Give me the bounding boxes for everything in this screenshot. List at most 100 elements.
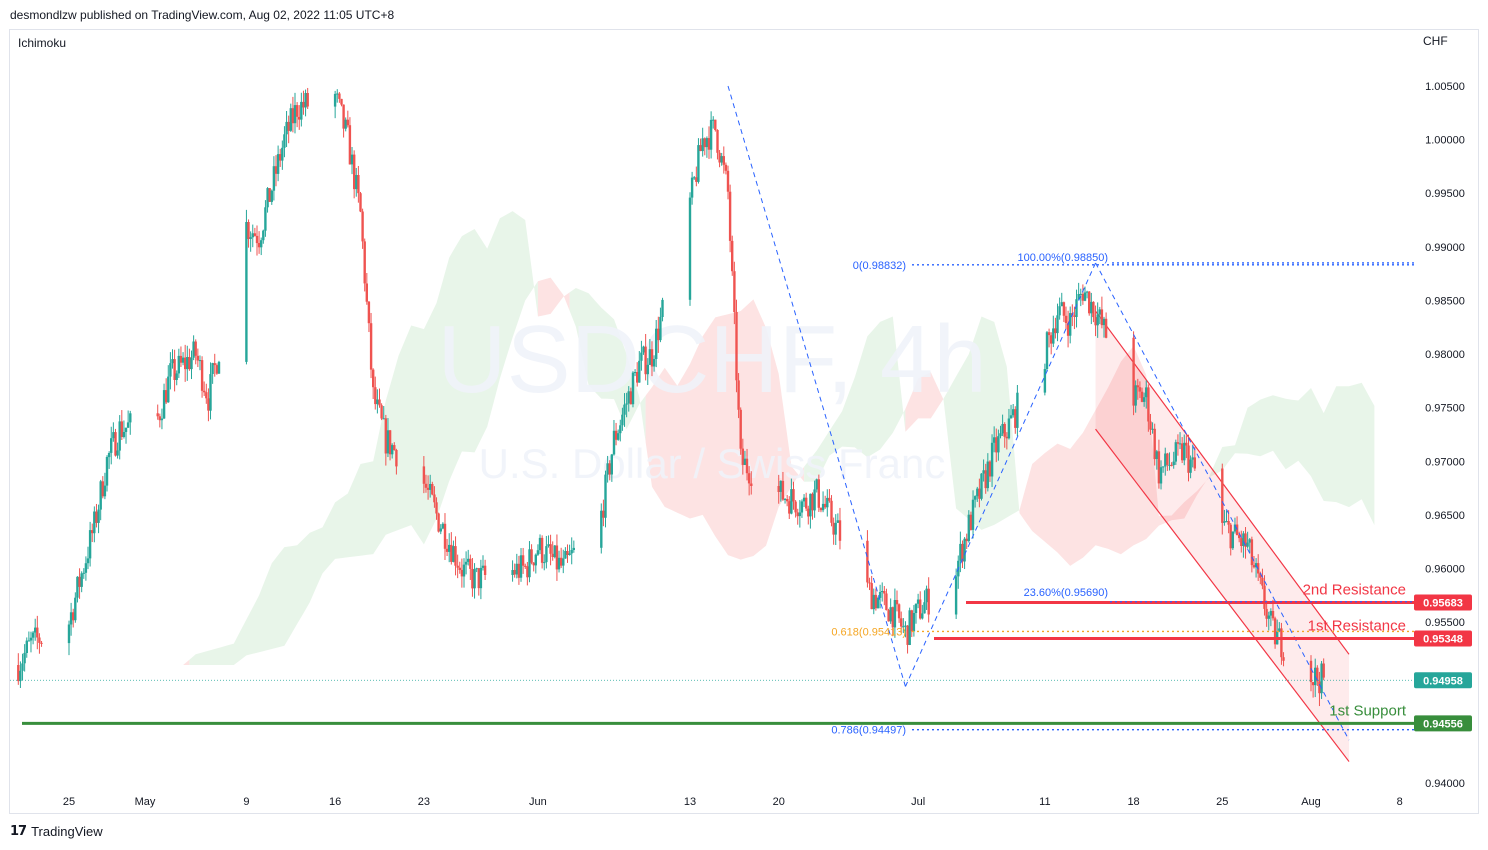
candle-body	[186, 357, 189, 370]
candle-body	[72, 612, 75, 621]
candle	[923, 590, 926, 614]
candle	[910, 609, 913, 638]
candle	[477, 567, 480, 596]
candle-body	[519, 555, 523, 578]
candle-body	[538, 537, 542, 551]
candle-body	[777, 486, 780, 492]
candle	[422, 456, 426, 494]
candle	[298, 105, 301, 130]
candle	[874, 588, 878, 611]
candle-body	[279, 154, 282, 161]
candle-body	[1261, 577, 1264, 586]
candle-body	[534, 554, 537, 566]
candle-body	[107, 453, 111, 458]
candle-body	[560, 557, 563, 566]
candle-body	[1191, 457, 1194, 460]
candle-body	[640, 352, 643, 361]
candle	[475, 567, 478, 573]
candle	[1012, 403, 1015, 418]
candle-body	[353, 154, 356, 190]
candle-body	[177, 355, 180, 374]
candle-body	[813, 489, 816, 511]
candle	[196, 348, 199, 368]
candle-body	[464, 561, 468, 565]
ichimoku-cloud-bearish	[1019, 346, 1210, 566]
candle-body	[1047, 332, 1051, 336]
candle-body	[986, 461, 989, 489]
candle-body	[1098, 309, 1101, 315]
candle-body	[1189, 459, 1192, 473]
candle	[534, 553, 537, 574]
candle	[779, 480, 782, 502]
candle	[162, 383, 166, 419]
candle-body	[1092, 301, 1095, 318]
candle	[1100, 296, 1104, 329]
candle	[304, 89, 307, 117]
candle-body	[895, 600, 899, 605]
candle-body	[211, 363, 214, 374]
time-tick-label: 20	[773, 796, 785, 808]
candle-body	[703, 138, 706, 148]
candle	[549, 534, 552, 566]
candle	[431, 481, 434, 496]
candle-body	[511, 570, 514, 575]
candle	[122, 420, 126, 439]
candle-body	[285, 121, 288, 135]
candle	[709, 111, 713, 159]
candle	[76, 576, 79, 603]
candle-body	[29, 637, 33, 641]
candle	[249, 231, 252, 252]
candle	[995, 428, 998, 463]
candle	[393, 442, 396, 451]
candle-body	[422, 466, 426, 484]
candle-body	[1322, 663, 1325, 678]
candle-body	[1174, 442, 1177, 462]
candle	[336, 89, 339, 103]
fib-label: 100.00%(0.98850)	[1017, 252, 1108, 264]
candle-body	[190, 357, 193, 370]
candle-body	[1221, 468, 1224, 523]
candle-body	[1164, 453, 1167, 467]
price-tick-label: 1.00000	[1425, 135, 1465, 147]
price-tick-label: 0.99000	[1425, 242, 1465, 254]
candle-body	[93, 511, 96, 534]
candle	[215, 363, 219, 375]
candle	[1142, 392, 1146, 407]
candle	[921, 604, 924, 620]
candle-body	[910, 610, 913, 632]
candle-body	[78, 576, 81, 587]
candle	[876, 596, 880, 609]
candle	[173, 349, 176, 392]
candle	[365, 272, 368, 305]
candle-body	[1014, 409, 1017, 428]
candle-body	[1140, 391, 1144, 402]
candle	[1073, 306, 1076, 330]
candle-body	[724, 164, 728, 171]
candle	[200, 356, 204, 398]
candle-body	[1318, 681, 1321, 694]
indicator-label[interactable]: Ichimoku	[18, 36, 67, 50]
candle-body	[247, 222, 250, 239]
candle	[811, 492, 814, 520]
footer-brand[interactable]: 17 TradingView	[10, 824, 103, 839]
candle-body	[1060, 302, 1063, 307]
candle-body	[954, 576, 958, 615]
candle-body	[874, 594, 878, 609]
candle-body	[878, 592, 882, 598]
candle-body	[562, 558, 565, 566]
candle-body	[1005, 436, 1008, 439]
badge-2nd-resistance-text: 0.95683	[1423, 598, 1463, 610]
badge-1st-resistance-text: 0.95348	[1423, 634, 1463, 646]
time-tick-label: 9	[243, 796, 249, 808]
candle-body	[97, 509, 100, 523]
candle-body	[1075, 299, 1078, 317]
candle	[646, 358, 649, 386]
levels: 2nd Resistance 1st Resistance 1st Support	[10, 582, 1414, 725]
candle-body	[832, 522, 835, 535]
candle	[870, 575, 873, 610]
candle	[636, 362, 639, 387]
candle-body	[158, 416, 161, 421]
candle	[705, 136, 709, 158]
candle	[1134, 380, 1137, 413]
